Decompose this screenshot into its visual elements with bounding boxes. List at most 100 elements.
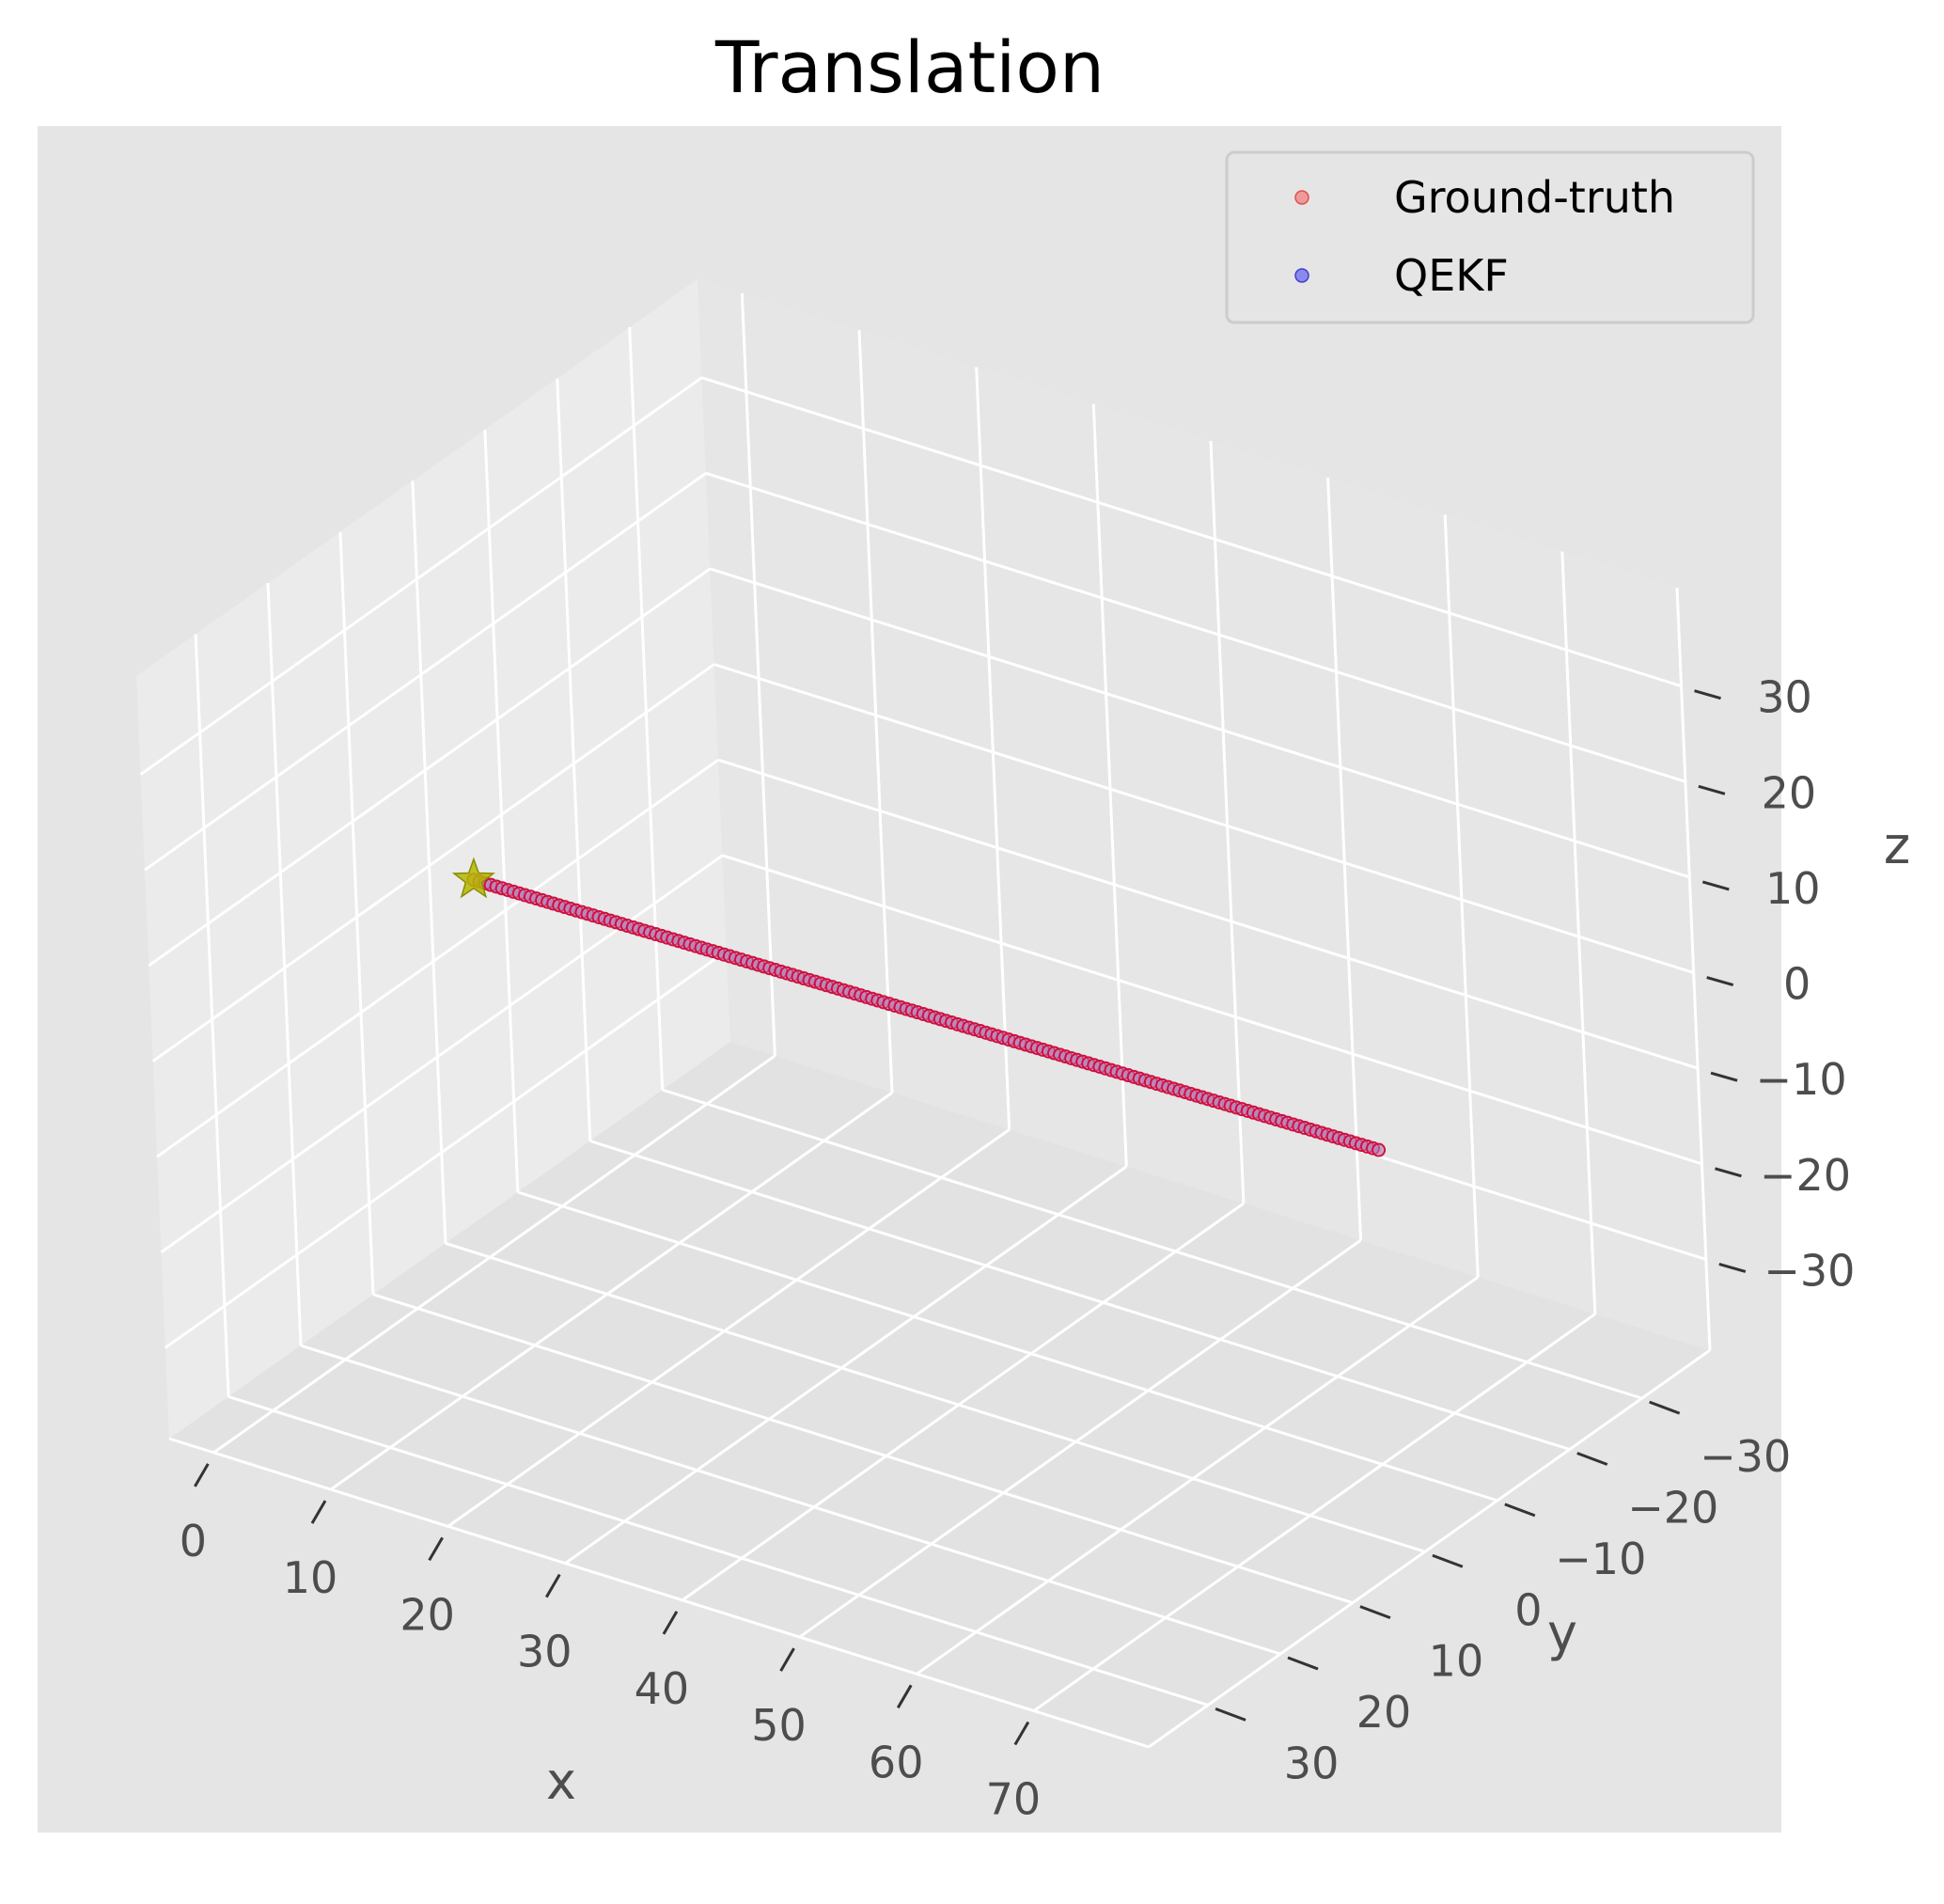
gridline-floor-y	[300, 1344, 1281, 1656]
gridline-back-x	[1443, 514, 1480, 1278]
gridline-floor-y	[372, 1293, 1354, 1605]
gridline-floor-x	[798, 1238, 1362, 1639]
x-tick-10-mark	[310, 1500, 327, 1524]
gridline-back-x	[975, 367, 1011, 1130]
gridline-back-z	[701, 376, 1682, 688]
x-tick-30-mark	[544, 1573, 561, 1598]
gridline-back-x	[1326, 478, 1363, 1241]
gridline-floor-y	[589, 1140, 1571, 1451]
gridline-back-z	[709, 567, 1690, 879]
gridline-back-z	[705, 471, 1686, 783]
start-star-marker	[451, 857, 495, 899]
y-tick-m10-label: −10	[1555, 1534, 1646, 1584]
gridline-wall-z	[156, 758, 719, 1158]
gridline-wall-y	[338, 531, 375, 1295]
z-tick-20-label: 20	[1762, 767, 1817, 818]
axis-panes	[136, 279, 1710, 1747]
z-tick-10-mark	[1701, 880, 1730, 891]
z-tick-m10-label: −10	[1756, 1054, 1847, 1105]
gridline-wall-y	[556, 378, 592, 1141]
gridline-floor-x	[212, 1054, 776, 1455]
gridline-wall-z	[160, 854, 724, 1254]
y-tick-30-label: 30	[1284, 1738, 1340, 1788]
gridline-floor-x	[564, 1165, 1128, 1565]
gridline-back-x	[1209, 440, 1246, 1204]
x-tick-10-label: 10	[283, 1552, 338, 1603]
x-tick-0-label: 0	[180, 1516, 207, 1566]
z-tick-m20-label: −20	[1760, 1150, 1851, 1201]
z-tick-10-label: 10	[1765, 863, 1821, 914]
gridline-back-x	[740, 292, 776, 1056]
y-tick-10-mark	[1359, 1605, 1391, 1620]
y-tick-m30-label: −30	[1700, 1431, 1791, 1482]
gridline-floor-x	[1032, 1313, 1596, 1712]
x-tick-20-label: 20	[400, 1589, 455, 1640]
legend-marker-qekf	[1294, 268, 1309, 283]
gridline-floor-y	[517, 1190, 1498, 1503]
gridline-back-x	[1091, 403, 1128, 1167]
x-tick-50-mark	[779, 1647, 795, 1672]
z-tick-30-label: 30	[1757, 672, 1812, 723]
x-axis-label: x	[546, 1752, 576, 1811]
gridline-back-x	[1560, 551, 1597, 1314]
gridline-floor-x	[330, 1091, 893, 1491]
gridline-floor-x	[447, 1128, 1011, 1528]
gridline-floor-x	[682, 1202, 1245, 1602]
x-tick-20-mark	[428, 1536, 444, 1562]
axis-ticks: 010203040506070−30−20−100102030−30−20−10…	[180, 672, 1856, 1825]
y-tick-0-mark	[1432, 1553, 1464, 1568]
y-tick-0-label: 0	[1514, 1584, 1542, 1635]
y-tick-10-label: 10	[1429, 1636, 1484, 1687]
x-tick-40-label: 40	[635, 1663, 690, 1714]
z-tick-20-mark	[1698, 784, 1726, 795]
z-tick-m10-mark	[1710, 1071, 1738, 1082]
gridline-wall-z	[148, 567, 712, 968]
data-points	[451, 857, 1387, 1157]
gridline-floor-x	[916, 1276, 1480, 1676]
y-axis-label: y	[1547, 1603, 1577, 1662]
ground-truth-point	[1372, 1142, 1387, 1157]
y-axis-line	[1148, 1348, 1711, 1749]
z-tick-m20-mark	[1715, 1167, 1742, 1178]
x-tick-70-label: 70	[986, 1774, 1042, 1825]
gridline-back-z	[721, 854, 1702, 1166]
y-tick-m10-mark	[1504, 1503, 1536, 1518]
z-tick-0-label: 0	[1783, 959, 1811, 1010]
gridline-back-z	[717, 758, 1699, 1070]
x-tick-30-label: 30	[517, 1627, 572, 1677]
gridline-wall-z	[151, 663, 715, 1062]
x-tick-60-label: 60	[869, 1737, 924, 1787]
y-tick-m20-mark	[1576, 1452, 1608, 1466]
z-tick-m30-label: −30	[1764, 1245, 1855, 1296]
gridline-wall-y	[411, 480, 447, 1244]
gridline-wall-y	[194, 634, 230, 1397]
x-tick-70-mark	[1013, 1721, 1030, 1746]
gridline-wall-y	[628, 327, 665, 1091]
gridline-wall-z	[139, 376, 703, 776]
legend-label-qekf: QEKF	[1394, 250, 1509, 301]
qekf-point	[1373, 1145, 1384, 1156]
gridline-wall-z	[164, 950, 728, 1349]
z-axis-line	[1675, 587, 1712, 1351]
gridline-floor-y	[227, 1394, 1209, 1707]
back-wall-pane	[698, 279, 1710, 1350]
legend-box	[1225, 150, 1755, 324]
floor-pane	[169, 1042, 1710, 1747]
y-tick-m20-label: −20	[1627, 1483, 1718, 1534]
gridline-wall-z	[144, 472, 707, 872]
legend-label-ground-truth: Ground-truth	[1394, 172, 1675, 223]
gridline-wall-y	[266, 582, 303, 1346]
left-wall-pane	[136, 279, 730, 1439]
x-tick-50-label: 50	[751, 1700, 807, 1751]
x-tick-60-mark	[896, 1684, 913, 1709]
x-tick-0-mark	[194, 1463, 210, 1487]
gridline-back-x	[857, 330, 894, 1094]
gridline-wall-y	[483, 429, 520, 1192]
z-tick-30-mark	[1694, 689, 1721, 700]
y-tick-20-label: 20	[1356, 1687, 1412, 1738]
legend: Ground-truth QEKF	[1225, 150, 1755, 324]
gridline-back-z	[713, 663, 1695, 974]
y-tick-m30-mark	[1649, 1400, 1681, 1415]
y-tick-30-mark	[1215, 1707, 1246, 1722]
